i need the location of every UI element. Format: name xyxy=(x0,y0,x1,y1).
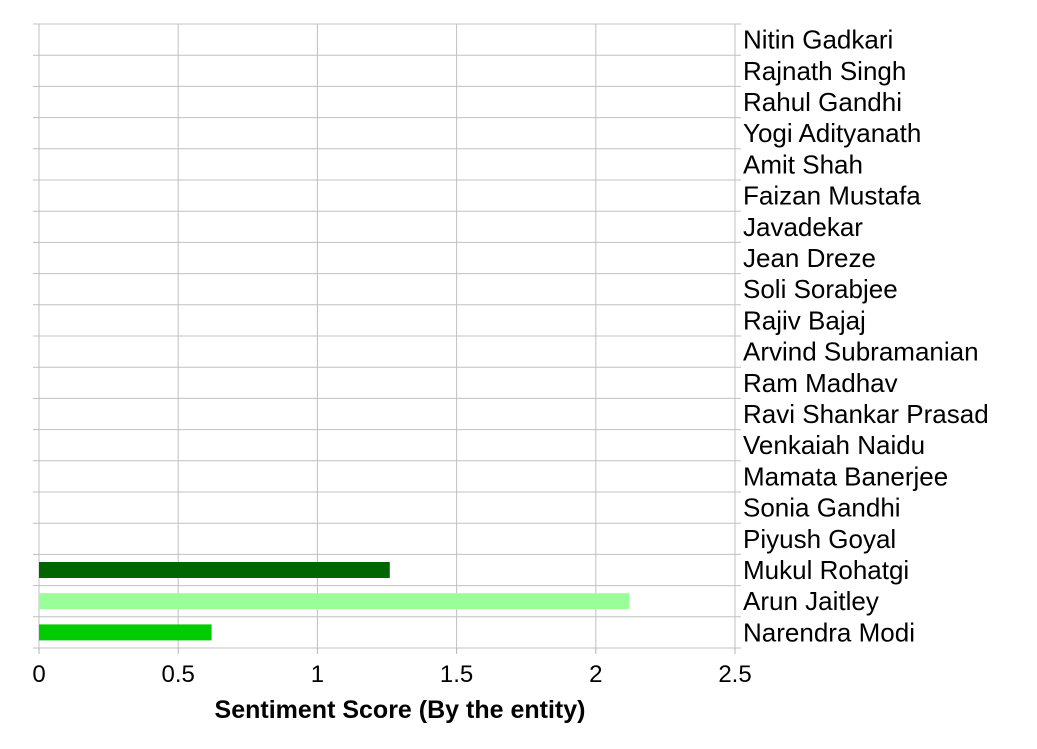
category-label: Soli Sorabjee xyxy=(743,274,898,304)
category-label: Yogi Adityanath xyxy=(743,118,921,148)
category-label: Javadekar xyxy=(743,212,863,242)
bar-mukul-rohatgi xyxy=(39,562,390,578)
category-label: Sonia Gandhi xyxy=(743,493,901,523)
category-label: Mukul Rohatgi xyxy=(743,555,909,585)
grid-lines xyxy=(33,23,741,654)
x-tick-label: 2.5 xyxy=(718,661,751,688)
category-label: Arun Jaitley xyxy=(743,586,879,616)
category-label: Rajiv Bajaj xyxy=(743,305,866,335)
category-label: Rajnath Singh xyxy=(743,56,906,86)
category-label: Arvind Subramanian xyxy=(743,337,979,367)
category-label: Faizan Mustafa xyxy=(743,181,921,211)
x-tick-label: 0 xyxy=(32,661,45,688)
category-label: Piyush Goyal xyxy=(743,524,896,554)
bar-narendra-modi xyxy=(39,624,212,641)
x-axis-label: Sentiment Score (By the entity) xyxy=(215,696,586,724)
bar-arun-jaitley xyxy=(39,593,630,610)
x-tick-label: 0.5 xyxy=(162,661,195,688)
category-label: Narendra Modi xyxy=(743,617,915,647)
x-axis-ticks: 0 0.5 1 1.5 2 2.5 xyxy=(32,661,751,688)
x-tick-label: 2 xyxy=(589,661,602,688)
category-label: Rahul Gandhi xyxy=(743,87,902,117)
x-tick-label: 1 xyxy=(311,661,324,688)
category-label: Amit Shah xyxy=(743,149,863,179)
category-label: Jean Dreze xyxy=(743,243,876,273)
category-label: Mamata Banerjee xyxy=(743,461,948,491)
category-label: Ram Madhav xyxy=(743,368,898,398)
category-label: Venkaiah Naidu xyxy=(743,430,925,460)
bars xyxy=(39,562,630,641)
x-tick-label: 1.5 xyxy=(440,661,473,688)
category-label: Nitin Gadkari xyxy=(743,25,893,55)
category-label: Ravi Shankar Prasad xyxy=(743,399,989,429)
